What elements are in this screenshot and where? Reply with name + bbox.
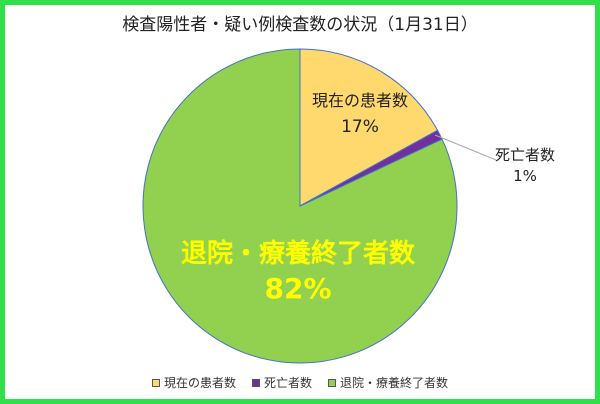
slice-current-patients <box>299 48 439 207</box>
legend-swatch-current-patients <box>151 378 160 387</box>
legend-item-current-patients: 現在の患者数 <box>151 374 236 391</box>
legend-label-deaths: 死亡者数 <box>263 376 312 390</box>
slice-name-deaths: 死亡者数 <box>495 146 555 164</box>
legend-item-recovered: 退院・療養終了者数 <box>328 374 448 391</box>
legend-label-current-patients: 現在の患者数 <box>163 376 236 390</box>
slice-value-recovered: 82% <box>264 272 331 305</box>
slice-recovered <box>142 48 458 364</box>
chart-title: 検査陽性者・疑い例検査数の状況（1月31日） <box>122 15 478 35</box>
slice-value-current-patients: 17% <box>341 117 379 137</box>
slice-value-deaths: 1% <box>513 167 537 185</box>
slice-name-recovered: 退院・療養終了者数 <box>181 238 416 269</box>
legend-swatch-recovered <box>328 378 336 387</box>
leader-line <box>434 134 497 161</box>
legend: 現在の患者数 死亡者数 退院・療養終了者数 <box>0 374 600 391</box>
legend-swatch-deaths <box>251 378 260 387</box>
legend-label-recovered: 退院・療養終了者数 <box>340 376 449 390</box>
legend-item-deaths: 死亡者数 <box>251 374 312 391</box>
slice-name-current-patients: 現在の患者数 <box>312 91 408 110</box>
